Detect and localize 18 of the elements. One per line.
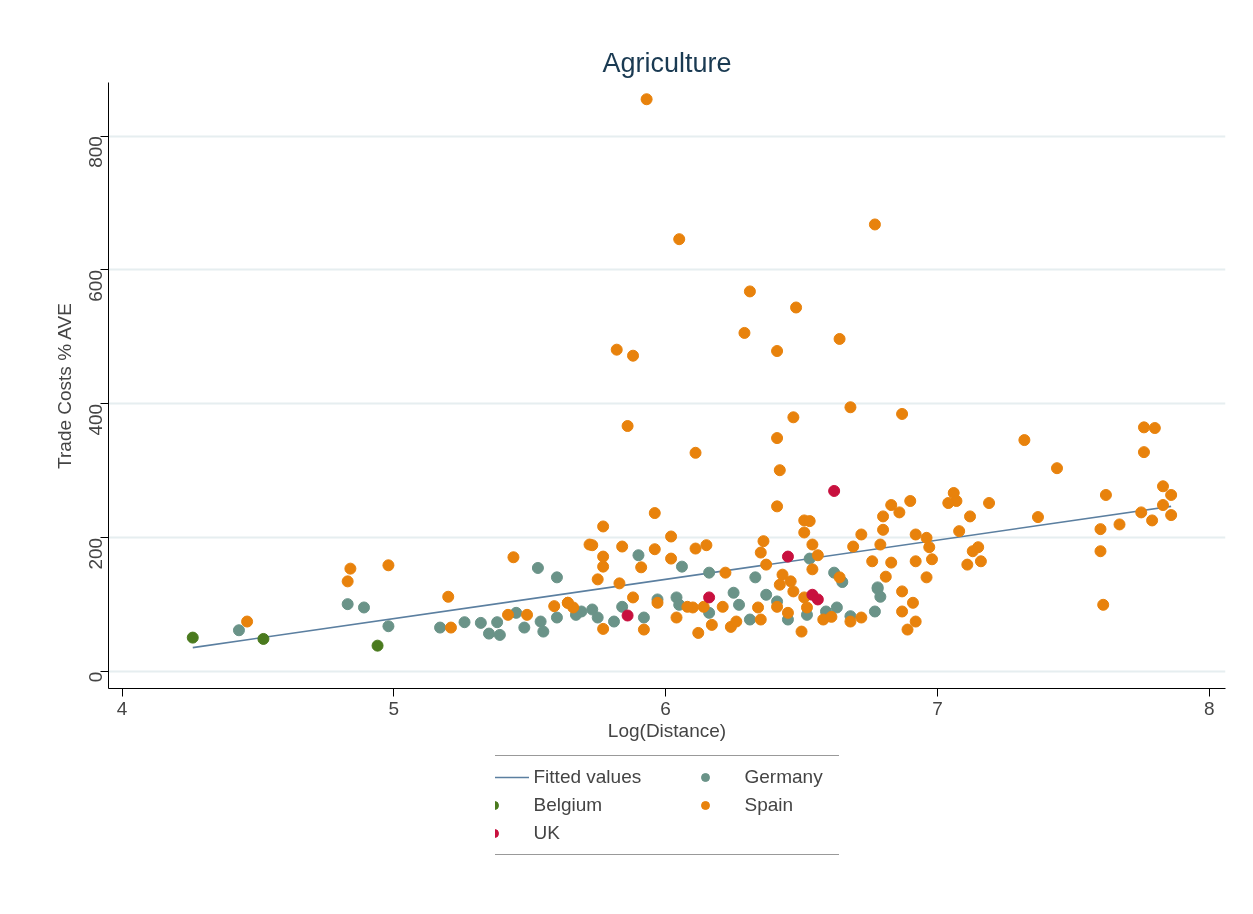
legend-label: Spain — [744, 794, 795, 816]
legend-label: UK — [533, 822, 561, 844]
x-tick-label: 7 — [932, 697, 943, 719]
legend-label: Fitted values — [533, 766, 643, 788]
x-tick-label: 5 — [388, 697, 400, 719]
x-tick-label: 4 — [116, 697, 128, 719]
y-tick-label: 800 — [85, 136, 106, 168]
y-tick-label: 200 — [85, 537, 106, 570]
y-tick-label: 0 — [85, 671, 106, 683]
x-tick-label: 8 — [1203, 697, 1215, 719]
chart-title: Agriculture — [602, 47, 732, 78]
y-tick-label: 600 — [85, 269, 106, 302]
x-tick-label: 6 — [660, 697, 671, 719]
y-tick-label: 400 — [85, 403, 106, 436]
legend-label: Belgium — [533, 794, 604, 816]
y-axis-title: Trade Costs % AVE — [53, 303, 75, 469]
legend-label: Germany — [744, 766, 824, 788]
x-axis-title: Log(Distance) — [607, 719, 727, 741]
